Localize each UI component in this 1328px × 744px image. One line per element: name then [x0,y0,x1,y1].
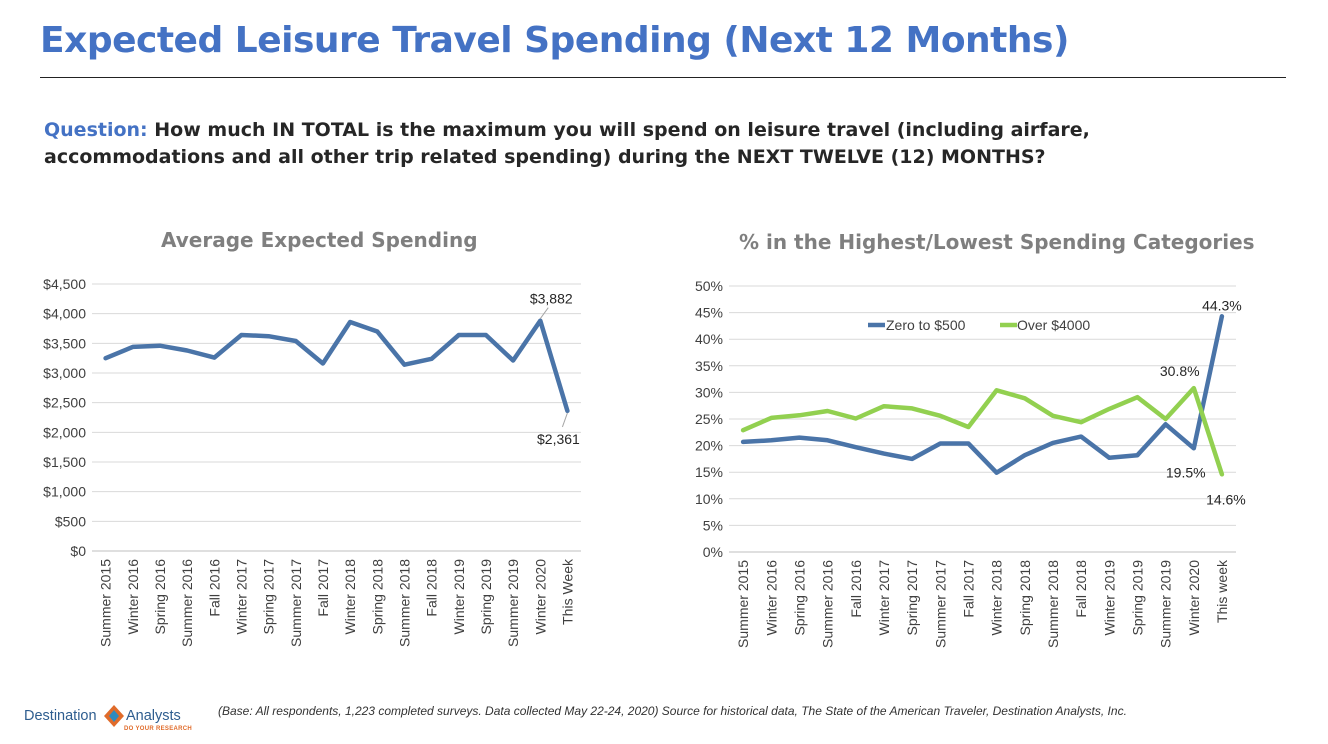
x-tick-label: Fall 2017 [315,559,331,617]
y-tick-label: 30% [695,384,723,400]
footer-source-note: (Base: All respondents, 1,223 completed … [218,704,1127,718]
x-tick-label: Fall 2017 [960,560,976,618]
y-tick-label: $500 [55,513,86,529]
x-tick-label: Summer 2019 [1158,560,1174,648]
legend-label: Over $4000 [1017,317,1090,333]
x-tick-label: Winter 2019 [451,559,467,635]
logo-word-right: Analysts [126,708,181,724]
x-tick-label: Summer 2016 [179,559,195,647]
x-tick-label: Spring 2017 [261,559,277,635]
x-tick-label: Spring 2018 [369,559,385,635]
y-tick-label: 10% [695,491,723,507]
x-tick-label: Fall 2016 [206,559,222,617]
x-tick-label: Winter 2018 [342,559,358,635]
series-line [103,318,570,414]
y-tick-label: 25% [695,411,723,427]
x-tick-label: Spring 2019 [478,559,494,635]
x-tick-label: Spring 2019 [1129,560,1145,636]
x-tick-label: Spring 2017 [904,560,920,636]
x-tick-label: Winter 2018 [989,560,1005,636]
average-spending-line-chart: $0 $500 $1,000 $1,500 $2,000 $2,500 $3,000 $3,5… [43,276,581,647]
logo-tagline: DO YOUR RESEARCH [124,726,193,732]
x-tick-label: Winter 2020 [532,559,548,635]
logo-diamond-icon [104,705,124,727]
y-tick-label: $2,000 [43,424,86,440]
data-label: 19.5% [1166,464,1206,480]
y-tick-label: 40% [695,331,723,347]
x-tick-label: Summer 2015 [98,559,114,647]
x-tick-label: Summer 2017 [288,559,304,647]
x-tick-label: Summer 2017 [932,560,948,648]
y-tick-label: $0 [70,543,86,559]
y-tick-label: $3,000 [43,365,86,381]
spending-categories-line-chart: 0% 5% 10% 15% 20% 25% 30% 35% 40% 45% 50% Summer 20… [695,278,1246,648]
y-tick-label: $1,000 [43,484,86,500]
y-tick-label: $3,500 [43,335,86,351]
y-tick-label: $4,000 [43,306,86,322]
x-tick-label: Summer 2016 [820,560,836,648]
x-tick-label: Summer 2018 [396,559,412,647]
y-tick-label: 5% [703,517,723,533]
data-label-leader [539,307,549,319]
x-tick-label: This week [1214,559,1230,623]
chart-title-average-spending: Average Expected Spending [161,228,478,252]
y-tick-label: 0% [703,544,723,560]
y-tick-label: $4,500 [43,276,86,292]
x-tick-label: Fall 2018 [424,559,440,617]
data-label: $3,882 [530,291,573,307]
x-tick-label: This Week [559,558,575,625]
y-tick-label: 15% [695,464,723,480]
x-tick-label: Summer 2018 [1045,560,1061,648]
y-tick-label: 50% [695,278,723,294]
x-tick-label: Summer 2015 [735,560,751,648]
x-tick-label: Winter 2017 [876,560,892,636]
x-tick-label: Summer 2019 [505,559,521,647]
x-tick-label: Winter 2016 [763,560,779,636]
data-label: $2,361 [537,431,580,447]
data-label-leader [561,412,568,428]
x-tick-label: Spring 2018 [1017,560,1033,636]
x-tick-label: Winter 2016 [125,559,141,635]
question-label: Question: [44,119,148,141]
x-tick-label: Winter 2020 [1186,560,1202,636]
series-line [740,314,1225,475]
page-title: Expected Leisure Travel Spending (Next 1… [40,20,1069,61]
data-label: 14.6% [1206,491,1246,507]
x-tick-label: Fall 2018 [1073,560,1089,618]
y-tick-label: $1,500 [43,454,86,470]
x-tick-label: Spring 2016 [152,559,168,635]
series-line [740,385,1225,477]
x-tick-label: Spring 2016 [791,560,807,636]
y-tick-label: 20% [695,438,723,454]
x-tick-label: Winter 2017 [233,559,249,635]
y-tick-label: 35% [695,358,723,374]
x-tick-label: Fall 2016 [848,560,864,618]
chart-title-highest-lowest: % in the Highest/Lowest Spending Categor… [739,230,1255,254]
question-body: How much IN TOTAL is the maximum you wil… [44,119,1090,168]
logo-word-left: Destination [24,708,97,724]
data-label: 30.8% [1160,363,1200,379]
y-tick-label: $2,500 [43,395,86,411]
data-label: 44.3% [1202,297,1242,313]
legend-label: Zero to $500 [886,317,966,333]
y-tick-label: 45% [695,305,723,321]
x-tick-label: Winter 2019 [1101,560,1117,636]
question-text-block: Question: How much IN TOTAL is the maxim… [44,117,1194,171]
destination-analysts-logo: Destination Analysts DO YOUR RESEARCH [24,704,204,738]
title-divider [40,77,1286,78]
